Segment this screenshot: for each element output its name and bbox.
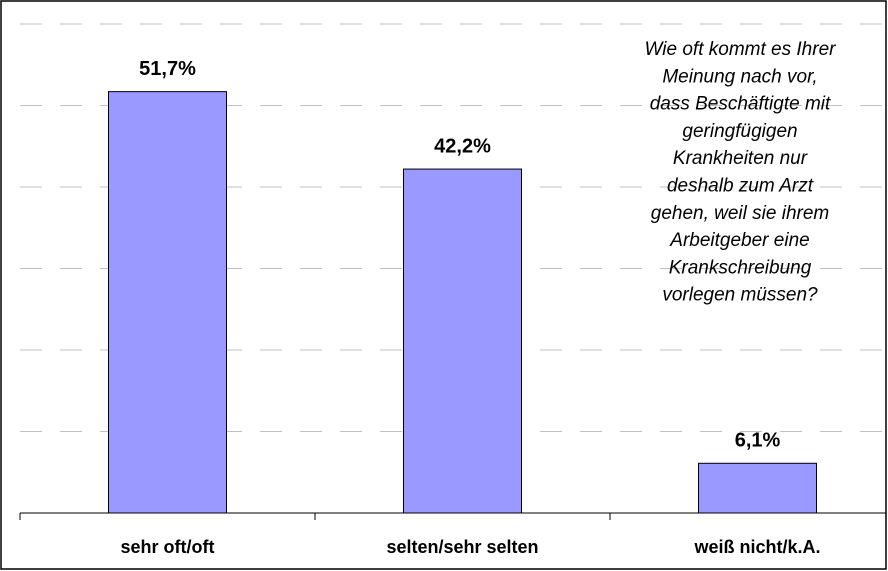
- value-label: 42,2%: [434, 135, 491, 157]
- value-label: 6,1%: [735, 430, 781, 452]
- annotation: Meinung nach vor,: [662, 66, 817, 87]
- annotation: Krankheiten nur: [673, 148, 808, 169]
- x-tick-label: weiß nicht/k.A.: [693, 537, 820, 557]
- annotation: Wie oft kommt es Ihrer: [645, 39, 837, 60]
- annotation: vorlegen müssen?: [662, 285, 818, 306]
- bar: [403, 168, 522, 514]
- annotation: dass Beschäftigte mit: [650, 94, 831, 115]
- annotation: Krankschreibung: [669, 257, 812, 278]
- annotation: deshalb zum Arzt: [667, 176, 814, 197]
- bar: [698, 462, 817, 514]
- x-tick-label: selten/sehr selten: [386, 537, 538, 557]
- bar: [108, 91, 227, 514]
- annotation: gehen, weil sie ihrem: [651, 203, 829, 224]
- annotation: Arbeitgeber eine: [669, 230, 809, 251]
- x-tick-label: sehr oft/oft: [121, 537, 215, 557]
- value-label: 51,7%: [139, 58, 196, 80]
- annotation: geringfügigen: [682, 121, 797, 142]
